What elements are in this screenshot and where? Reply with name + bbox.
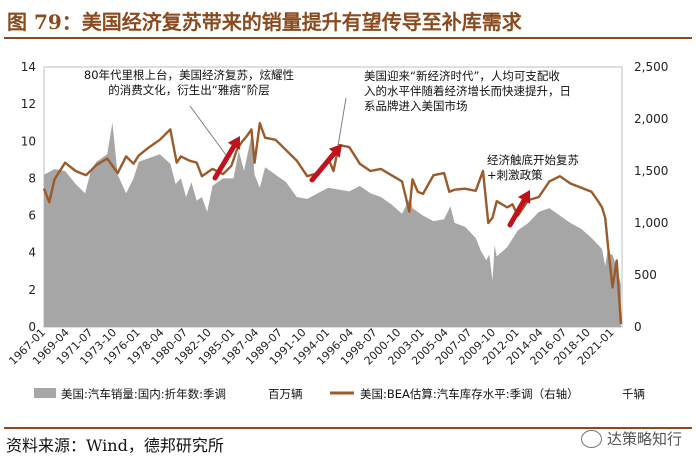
y-left-tick-label: 8 [28,171,36,185]
recovery-arrow-shaft [309,150,337,183]
y-left-tick-label: 2 [28,283,36,297]
source-note: 资料来源：Wind，德邦研究所 [6,436,224,455]
y-left-tick-label: 10 [21,134,36,148]
annotation-line: +刺激政策 [487,168,543,182]
annotation-leader [189,105,227,156]
annotation-line: 美国迎来“新经济时代”，人均可支配收 [364,69,560,83]
annotation-text: 80年代里根上台，美国经济复苏，炫耀性的消费文化，衍生出“雅痞”阶层 [84,68,294,97]
annotation-leader [337,97,347,147]
y-left-tick-label: 12 [21,97,36,111]
recovery-arrow-shaft [507,197,527,228]
annotation-line: 入的水平伴随着经济增长而快速提升，日 [364,84,571,98]
legend-area-unit: 百万辆 [268,387,303,401]
y-right-tick-label: 2,500 [634,60,668,74]
y-left-tick-label: 14 [21,60,36,74]
legend-line-unit: 千辆 [622,387,645,401]
y-left-tick-label: 6 [28,209,36,223]
watermark-text: 达策略知行 [606,430,682,448]
figure-title: 图 79：美国经济复苏带来的销量提升有望传导至补库需求 [7,10,522,34]
annotation-line: 经济触底开始复苏 [487,153,579,167]
annotation-text: 经济触底开始复苏+刺激政策 [487,153,579,182]
title-rule [4,37,692,39]
y-right-tick-label: 0 [634,320,642,334]
legend-area-label: 美国:汽车销量:国内:折年数:季调 [61,387,226,401]
y-right-tick-label: 500 [634,268,657,282]
y-right-tick-label: 1,500 [634,164,668,178]
recovery-arrow-head [517,190,531,204]
y-right-tick-label: 2,000 [634,112,668,126]
inventory-line-series [42,121,623,324]
sales-area-series [44,122,621,327]
legend-area-swatch [34,388,56,398]
annotation-text: 美国迎来“新经济时代”，人均可支配收入的水平伴随着经济增长而快速提升，日系品牌进… [364,69,571,113]
annotation-line: 80年代里根上台，美国经济复苏，炫耀性 [84,68,294,82]
y-left-tick-label: 0 [28,320,36,334]
legend-line-label: 美国:BEA估算:汽车库存水平:季调（右轴） [360,387,579,401]
recovery-arrow-shaft [212,143,237,181]
y-right-tick-label: 1,000 [634,216,668,230]
annotation-line: 的消费文化，衍生出“雅痞”阶层 [108,83,269,97]
recovery-arrow-head [328,144,342,158]
source-rule [4,427,692,429]
watermark: 达策略知行 [580,428,682,449]
chart: 0246810121405001,0001,5002,0002,5001967-… [6,60,668,401]
recovery-arrow-head [227,136,240,150]
y-left-tick-label: 4 [28,246,36,260]
annotation-line: 系品牌进入美国市场 [364,99,468,113]
wechat-icon [580,429,602,448]
